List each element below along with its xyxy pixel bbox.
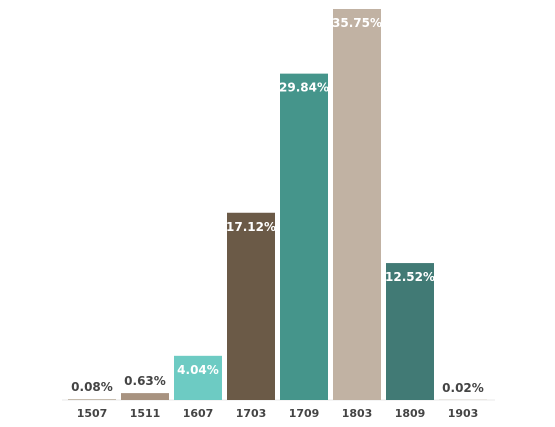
bar-1511 [121,393,169,400]
bars-group [68,9,487,401]
bar-1709 [280,73,328,401]
value-label-1809: 12.52% [385,270,435,284]
value-label-1709: 29.84% [279,81,329,95]
value-label-1903: 0.02% [442,381,484,395]
bar-1607 [174,355,222,400]
bar-1809 [386,263,434,400]
x-tick-label-1903: 1903 [448,407,479,420]
value-label-1703: 17.12% [226,220,276,234]
x-tick-label-1803: 1803 [342,407,373,420]
value-label-1607: 4.04% [177,363,219,377]
x-tick-label-1709: 1709 [289,407,320,420]
x-tick-labels-group: 1507 1511 1607 1703 1709 1803 1809 1903 [77,407,479,420]
x-tick-label-1703: 1703 [236,407,267,420]
x-tick-label-1607: 1607 [183,407,214,420]
x-tick-label-1809: 1809 [395,407,426,420]
bar-1703 [227,212,275,400]
value-label-1803: 35.75% [332,16,382,30]
value-label-1511: 0.63% [124,374,166,388]
bar-1803 [333,9,381,400]
bar-1507 [68,399,116,400]
value-labels-group: 0.08% 0.63% 4.04% 17.12% 29.84% 35.75% 12.52% 0… [71,16,484,395]
x-tick-label-1507: 1507 [77,407,108,420]
value-label-1507: 0.08% [71,380,113,394]
x-tick-label-1511: 1511 [130,407,161,420]
